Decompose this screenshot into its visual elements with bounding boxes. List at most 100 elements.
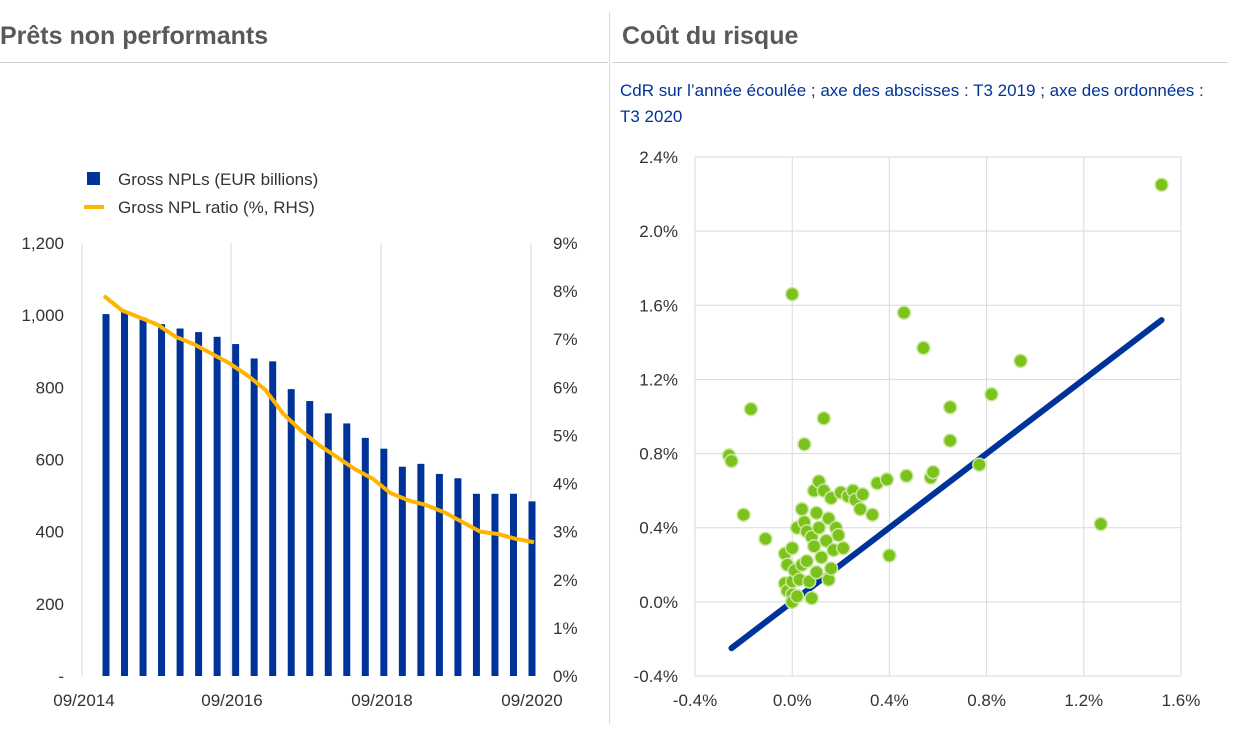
y-left-tick-label: 1,200 (21, 234, 64, 253)
scatter-point (799, 553, 815, 569)
legend-line-label: Gross NPL ratio (%, RHS) (118, 198, 315, 217)
scatter-point (942, 399, 958, 415)
npl-bar (306, 401, 314, 676)
scatter-point (789, 589, 805, 604)
scatter-point (743, 401, 759, 417)
npl-bar (417, 463, 425, 676)
npl-bar (509, 493, 517, 676)
x-tick-label: 0.4% (870, 691, 909, 710)
y-right-tick-label: 1% (553, 619, 578, 638)
npl-bar (380, 448, 388, 676)
npl-bar (195, 332, 203, 676)
x-tick-label: 09/2020 (501, 691, 562, 710)
scatter-point (758, 531, 773, 547)
y-tick-label: 2.0% (639, 222, 678, 241)
y-tick-label: -0.4% (634, 667, 678, 686)
npl-bar (121, 310, 129, 676)
y-right-tick-label: 9% (553, 234, 578, 253)
scatter-point (724, 453, 739, 469)
y-tick-label: 0.4% (639, 519, 678, 538)
x-tick-label: 09/2018 (351, 691, 412, 710)
scatter-point (942, 433, 958, 448)
npl-bar (232, 344, 240, 676)
x-tick-label: 1.6% (1162, 691, 1201, 710)
scatter-point (835, 540, 851, 556)
x-tick-label: 0.8% (967, 691, 1006, 710)
y-left-tick-label: 400 (36, 523, 64, 542)
y-tick-label: 1.6% (639, 296, 678, 315)
npl-bar (398, 466, 406, 676)
scatter-point (882, 548, 897, 563)
npl-bar (158, 324, 166, 676)
scatter-point (1013, 353, 1028, 369)
npl-bar (491, 493, 499, 676)
npl-bar (454, 478, 462, 676)
scatter-point (784, 286, 800, 302)
x-tick-label: 0.0% (773, 691, 812, 710)
scatter-point (784, 540, 800, 556)
npl-bar (176, 328, 184, 676)
x-tick-label: 1.2% (1064, 691, 1103, 710)
scatter-point (899, 468, 914, 484)
npl-ratio-line (102, 294, 535, 545)
npl-bar (102, 314, 110, 676)
scatter-point (823, 561, 839, 576)
scatter-point (925, 464, 941, 480)
y-right-tick-label: 2% (553, 571, 578, 590)
cost-of-risk-panel: Coût du risque CdR sur l’année écoulée ;… (612, 0, 1240, 733)
y-tick-label: 0.8% (639, 445, 678, 464)
scatter-point (804, 590, 819, 606)
scatter-point (809, 564, 824, 580)
cost-of-risk-subtitle: CdR sur l’année écoulée ; axe des abscis… (620, 81, 1204, 126)
scatter-point (972, 457, 987, 472)
y-right-tick-label: 5% (553, 426, 578, 445)
scatter-point (831, 527, 846, 543)
npl-title-rule (0, 62, 608, 63)
npl-bar (213, 336, 221, 676)
scatter-point (852, 501, 868, 517)
y-right-tick-label: 3% (553, 523, 578, 542)
npl-panel-title: Prêts non performants (0, 22, 269, 50)
scatter-point (1093, 516, 1109, 532)
scatter-point (855, 487, 870, 502)
legend-bar-swatch (87, 172, 100, 185)
npl-bar (343, 423, 351, 676)
legend-bar-label: Gross NPLs (EUR billions) (118, 170, 318, 189)
scatter-point (736, 507, 751, 522)
cost-of-risk-title-rule (612, 62, 1228, 63)
y-left-tick-label: - (58, 667, 64, 686)
y-tick-label: 0.0% (639, 593, 678, 612)
scatter-point (816, 411, 832, 426)
scatter-point (865, 507, 880, 522)
npl-bar (435, 473, 443, 676)
cost-of-risk-chart: -0.4% 0.0% 0.4% 0.8% 1.2% 1.6% 2.0% 2.4% -0.4% 0.… (634, 148, 1201, 710)
scatter-point (896, 305, 912, 320)
x-tick-label: 09/2014 (53, 691, 114, 710)
npl-bar (269, 361, 277, 676)
y-left-tick-label: 1,000 (21, 306, 64, 325)
y-right-tick-label: 4% (553, 475, 578, 494)
y-tick-label: 2.4% (639, 148, 678, 167)
scatter-point (916, 340, 931, 356)
scatter-point (806, 539, 822, 554)
scatter-point (811, 520, 827, 535)
npl-chart: - 200 400 600 800 1,000 1,200 0% 1% 2% 3% 4% 5% 6% 7% 8… (21, 170, 578, 710)
npl-bar (324, 413, 332, 676)
scatter-point (809, 505, 824, 521)
npl-bar (361, 437, 369, 676)
y-left-tick-label: 600 (36, 451, 64, 470)
npl-panel: Prêts non performants - 200 400 600 800 1,000… (0, 0, 608, 733)
y-left-tick-label: 200 (36, 595, 64, 614)
scatter-point (1154, 177, 1169, 193)
y-right-tick-label: 0% (553, 667, 578, 686)
scatter-point (814, 550, 829, 565)
y-right-tick-label: 6% (553, 378, 578, 397)
npl-bar (528, 501, 536, 676)
cost-of-risk-panel-title: Coût du risque (622, 22, 799, 50)
npl-bar (250, 358, 258, 676)
x-tick-label: 09/2016 (201, 691, 262, 710)
y-right-tick-label: 7% (553, 330, 578, 349)
panel-divider (609, 12, 610, 724)
npl-bar (139, 317, 147, 676)
npl-bar (472, 493, 480, 676)
